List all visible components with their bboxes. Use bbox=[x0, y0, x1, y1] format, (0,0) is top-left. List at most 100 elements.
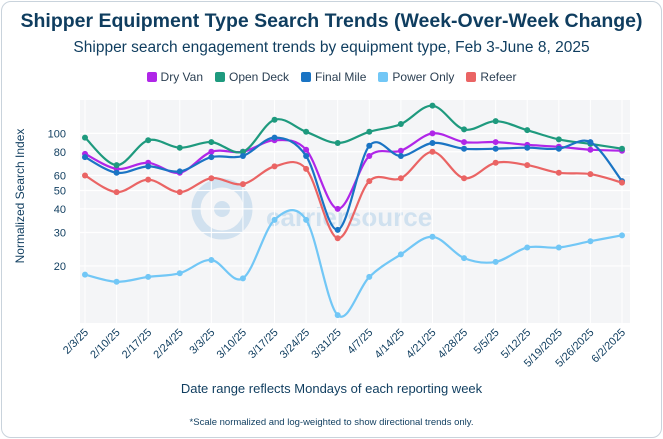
data-point-open-deck[interactable] bbox=[429, 102, 436, 109]
data-point-final-mile[interactable] bbox=[82, 154, 88, 161]
data-point-dry-van[interactable] bbox=[334, 205, 341, 212]
legend-swatch bbox=[378, 72, 389, 82]
x-tick-label: 2/17/25 bbox=[120, 327, 154, 361]
data-point-open-deck[interactable] bbox=[555, 136, 562, 143]
x-tick-label: 4/7/25 bbox=[345, 327, 375, 357]
data-point-power-only[interactable] bbox=[461, 255, 468, 262]
data-point-final-mile[interactable] bbox=[366, 142, 373, 149]
data-point-refeer[interactable] bbox=[555, 169, 562, 176]
chart-subtitle: Shipper search engagement trends by equi… bbox=[73, 39, 590, 56]
data-point-open-deck[interactable] bbox=[271, 116, 278, 123]
legend-item-final-mile[interactable]: Final Mile bbox=[301, 70, 366, 84]
data-point-power-only[interactable] bbox=[366, 273, 373, 280]
data-point-power-only[interactable] bbox=[208, 256, 215, 263]
data-point-refeer[interactable] bbox=[303, 165, 310, 172]
data-point-power-only[interactable] bbox=[303, 216, 310, 223]
data-point-open-deck[interactable] bbox=[239, 148, 246, 155]
data-point-open-deck[interactable] bbox=[82, 134, 88, 141]
legend-item-open-deck[interactable]: Open Deck bbox=[215, 70, 289, 84]
data-point-final-mile[interactable] bbox=[587, 139, 594, 146]
legend-swatch bbox=[301, 72, 312, 82]
y-tick-label: 80 bbox=[54, 147, 66, 159]
series-refeer bbox=[82, 148, 625, 242]
data-point-dry-van[interactable] bbox=[429, 130, 436, 137]
data-point-dry-van[interactable] bbox=[492, 139, 499, 146]
data-point-open-deck[interactable] bbox=[208, 139, 215, 146]
legend-item-dry-van[interactable]: Dry Van bbox=[146, 70, 203, 84]
data-point-power-only[interactable] bbox=[113, 278, 120, 285]
data-point-refeer[interactable] bbox=[524, 162, 531, 169]
data-point-refeer[interactable] bbox=[366, 178, 373, 185]
data-point-refeer[interactable] bbox=[492, 159, 499, 166]
data-point-refeer[interactable] bbox=[334, 235, 341, 242]
data-point-final-mile[interactable] bbox=[208, 154, 215, 161]
data-point-refeer[interactable] bbox=[429, 148, 436, 155]
data-point-refeer[interactable] bbox=[271, 163, 278, 170]
data-point-refeer[interactable] bbox=[619, 179, 625, 186]
x-tick-label: 3/31/25 bbox=[309, 327, 343, 361]
data-point-power-only[interactable] bbox=[334, 312, 341, 319]
data-point-open-deck[interactable] bbox=[619, 145, 625, 152]
data-point-final-mile[interactable] bbox=[524, 144, 531, 151]
data-point-power-only[interactable] bbox=[271, 216, 278, 223]
data-point-open-deck[interactable] bbox=[145, 137, 152, 144]
data-point-refeer[interactable] bbox=[397, 175, 404, 182]
data-point-dry-van[interactable] bbox=[303, 146, 310, 153]
data-point-dry-van[interactable] bbox=[208, 148, 215, 155]
data-point-final-mile[interactable] bbox=[239, 152, 246, 159]
legend-label: Dry Van bbox=[160, 70, 203, 84]
data-point-power-only[interactable] bbox=[587, 238, 594, 245]
data-point-power-only[interactable] bbox=[555, 244, 562, 251]
data-point-final-mile[interactable] bbox=[492, 145, 499, 152]
data-point-final-mile[interactable] bbox=[429, 139, 436, 146]
data-point-refeer[interactable] bbox=[587, 171, 594, 178]
data-point-open-deck[interactable] bbox=[334, 139, 341, 146]
data-point-power-only[interactable] bbox=[524, 244, 531, 251]
data-point-dry-van[interactable] bbox=[461, 139, 468, 146]
data-point-power-only[interactable] bbox=[82, 271, 88, 278]
data-point-final-mile[interactable] bbox=[145, 163, 152, 170]
data-point-power-only[interactable] bbox=[239, 275, 246, 282]
data-point-dry-van[interactable] bbox=[587, 146, 594, 153]
data-point-refeer[interactable] bbox=[461, 175, 468, 182]
data-point-refeer[interactable] bbox=[239, 181, 246, 188]
data-point-dry-van[interactable] bbox=[366, 152, 373, 159]
data-point-final-mile[interactable] bbox=[397, 152, 404, 159]
data-point-final-mile[interactable] bbox=[461, 145, 468, 152]
data-point-final-mile[interactable] bbox=[303, 152, 310, 159]
data-point-final-mile[interactable] bbox=[113, 169, 120, 176]
legend-swatch bbox=[146, 72, 157, 82]
x-tick-label: 2/3/25 bbox=[61, 327, 91, 357]
data-point-power-only[interactable] bbox=[492, 258, 499, 265]
x-tick-label: 4/14/25 bbox=[373, 327, 407, 361]
data-point-refeer[interactable] bbox=[145, 176, 152, 183]
data-point-power-only[interactable] bbox=[619, 232, 625, 239]
data-point-final-mile[interactable] bbox=[334, 226, 341, 233]
x-tick-label: 4/21/25 bbox=[404, 327, 438, 361]
data-point-power-only[interactable] bbox=[176, 270, 183, 277]
data-point-refeer[interactable] bbox=[82, 172, 88, 179]
legend-item-refeer[interactable]: Refeer bbox=[466, 70, 516, 84]
data-point-final-mile[interactable] bbox=[555, 145, 562, 152]
data-point-open-deck[interactable] bbox=[303, 128, 310, 135]
data-point-open-deck[interactable] bbox=[366, 128, 373, 135]
data-point-open-deck[interactable] bbox=[113, 162, 120, 169]
data-point-power-only[interactable] bbox=[429, 233, 436, 240]
data-point-open-deck[interactable] bbox=[461, 126, 468, 133]
x-tick-label: 2/10/25 bbox=[88, 327, 122, 361]
data-point-power-only[interactable] bbox=[145, 273, 152, 280]
data-point-final-mile[interactable] bbox=[271, 134, 278, 141]
data-point-dry-van[interactable] bbox=[397, 147, 404, 154]
data-point-open-deck[interactable] bbox=[492, 118, 499, 125]
legend-item-power-only[interactable]: Power Only bbox=[378, 70, 454, 84]
legend-label: Final Mile bbox=[315, 70, 367, 84]
data-point-open-deck[interactable] bbox=[397, 121, 404, 128]
data-point-final-mile[interactable] bbox=[176, 168, 183, 175]
data-point-refeer[interactable] bbox=[176, 189, 183, 196]
data-point-power-only[interactable] bbox=[397, 251, 404, 258]
data-point-refeer[interactable] bbox=[208, 175, 215, 182]
data-point-refeer[interactable] bbox=[113, 189, 120, 196]
data-point-open-deck[interactable] bbox=[524, 127, 531, 134]
series-power-only bbox=[82, 209, 625, 319]
data-point-open-deck[interactable] bbox=[176, 144, 183, 151]
